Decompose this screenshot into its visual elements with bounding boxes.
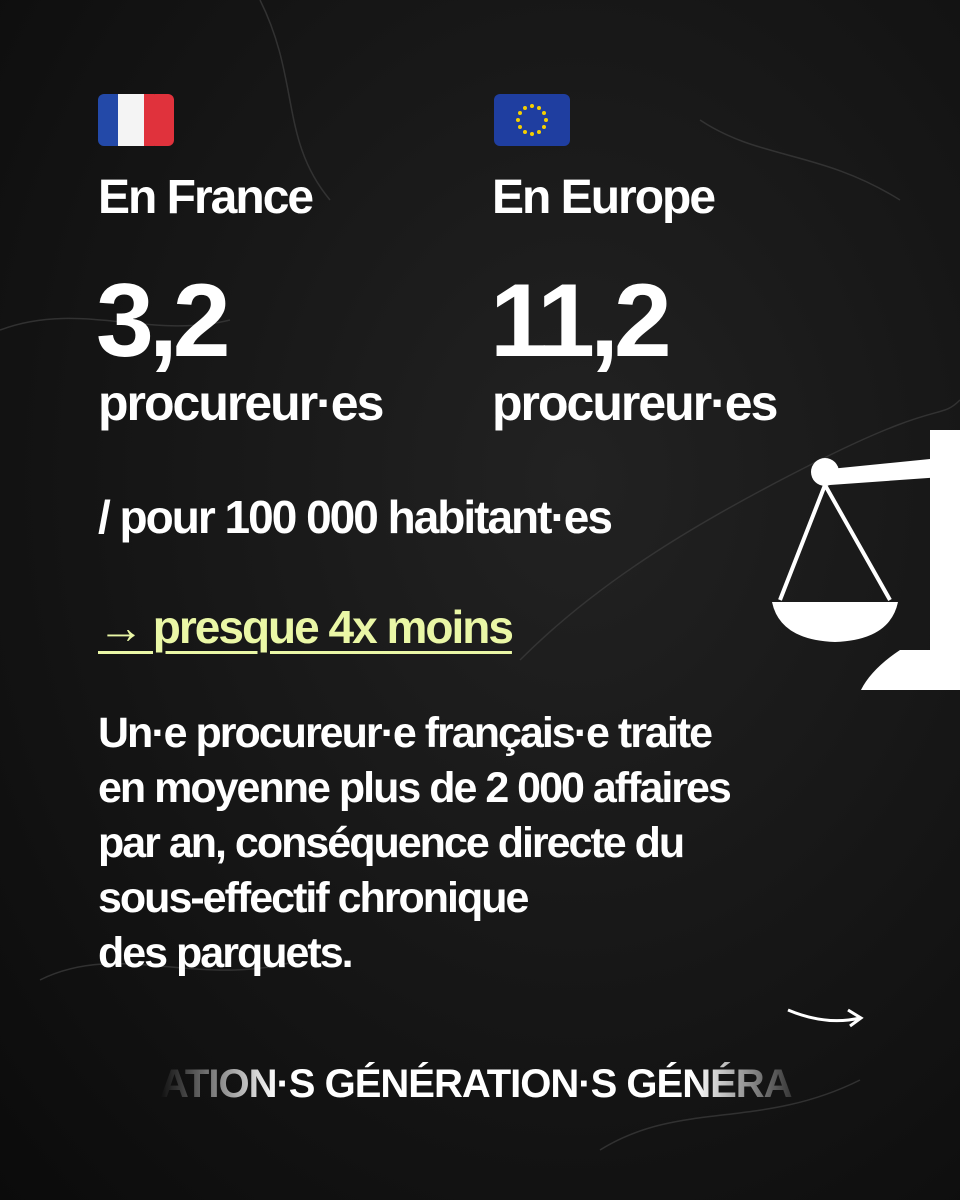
footer-brand: ATION·S GÉNÉRATION·S GÉNÉRA xyxy=(160,1062,793,1106)
column-label: En France xyxy=(98,171,314,224)
flag-france xyxy=(98,94,174,146)
body-line: sous-effectif chronique xyxy=(98,874,529,922)
per-population: / pour 100 000 habitant·es xyxy=(98,491,613,543)
stat-value: 3,2 xyxy=(96,263,231,379)
column-label: En Europe xyxy=(492,171,716,224)
highlight: → presque 4x moins xyxy=(98,601,514,653)
stat-value: 11,2 xyxy=(490,263,672,379)
body-line: Un·e procureur·e français·e traite xyxy=(98,709,713,757)
body-line: en moyenne plus de 2 000 affaires xyxy=(98,764,732,812)
body-text: Un·e procureur·e français·e traite en moy… xyxy=(98,706,732,981)
body-line: par an, conséquence directe du xyxy=(98,819,685,867)
stat-unit: procureur·es xyxy=(98,375,384,431)
flag-europe xyxy=(494,94,570,146)
scales-icon xyxy=(772,430,960,690)
stat-unit: procureur·es xyxy=(492,375,778,431)
body-line: des parquets. xyxy=(98,929,354,977)
next-arrow xyxy=(787,1008,864,1028)
